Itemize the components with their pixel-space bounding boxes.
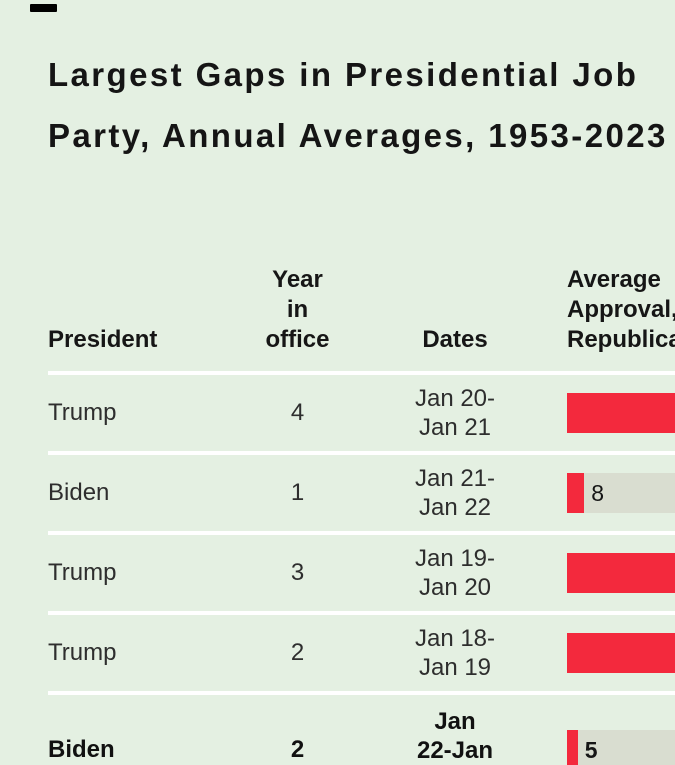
header-president: President bbox=[48, 326, 158, 353]
cell-year: 3 bbox=[290, 559, 305, 586]
cell-year: 2 bbox=[290, 736, 305, 763]
cell-president: Trump bbox=[48, 399, 117, 426]
header-year-in-office: Year in office bbox=[265, 266, 330, 353]
chart-title-line1: Largest Gaps in Presidential Job bbox=[48, 56, 639, 93]
cell-bar bbox=[530, 553, 675, 593]
approval-bar-clipped bbox=[567, 393, 675, 433]
cell-dates: Jan 18- Jan 19 bbox=[414, 625, 496, 681]
cell-bar: 5 bbox=[530, 730, 675, 765]
chart-title-line2: Party, Annual Averages, 1953-2023 bbox=[48, 117, 668, 154]
cell-bar bbox=[530, 633, 675, 673]
cell-president: Biden bbox=[48, 479, 110, 506]
table-header-row: President Year in office Dates Average A… bbox=[48, 254, 675, 371]
table-row: Trump 4 Jan 20- Jan 21 bbox=[48, 371, 675, 451]
cell-dates: Jan 19- Jan 20 bbox=[414, 545, 496, 601]
cell-president: Trump bbox=[48, 639, 117, 666]
chart-title: Largest Gaps in Presidential Job Party, … bbox=[48, 44, 668, 166]
cell-year: 1 bbox=[290, 479, 305, 506]
cell-president: Trump bbox=[48, 559, 117, 586]
approval-bar bbox=[567, 730, 578, 765]
cell-bar: 8 bbox=[530, 473, 675, 513]
approval-gap-table: President Year in office Dates Average A… bbox=[48, 254, 675, 765]
header-dates: Dates bbox=[422, 326, 488, 353]
cell-year: 2 bbox=[290, 639, 305, 666]
header-avg-approval-republicans: Average Approval, Republicans bbox=[567, 266, 675, 353]
table-row: Trump 3 Jan 19- Jan 20 bbox=[48, 531, 675, 611]
cell-dates: Jan 21- Jan 22 bbox=[414, 465, 496, 521]
approval-bar-clipped bbox=[567, 633, 675, 673]
cell-dates: Jan 20- Jan 21 bbox=[414, 385, 496, 441]
approval-bar-track: 8 bbox=[567, 473, 675, 513]
table-row: Biden 1 Jan 21- Jan 22 8 bbox=[48, 451, 675, 531]
table-row-highlighted: Biden 2 Jan 22-Jan 23 5 bbox=[48, 691, 675, 765]
approval-bar-track: 5 bbox=[567, 730, 675, 765]
approval-bar-clipped bbox=[567, 553, 675, 593]
cell-bar bbox=[530, 393, 675, 433]
table-row: Trump 2 Jan 18- Jan 19 bbox=[48, 611, 675, 691]
approval-value-label: 5 bbox=[584, 737, 598, 763]
cell-president: Biden bbox=[48, 736, 115, 763]
cell-year: 4 bbox=[290, 399, 305, 426]
cell-dates: Jan 22-Jan 23 bbox=[416, 707, 494, 764]
clipped-ui-fragment-bar bbox=[30, 4, 57, 12]
approval-value-label: 8 bbox=[591, 480, 604, 506]
approval-bar bbox=[567, 473, 585, 513]
